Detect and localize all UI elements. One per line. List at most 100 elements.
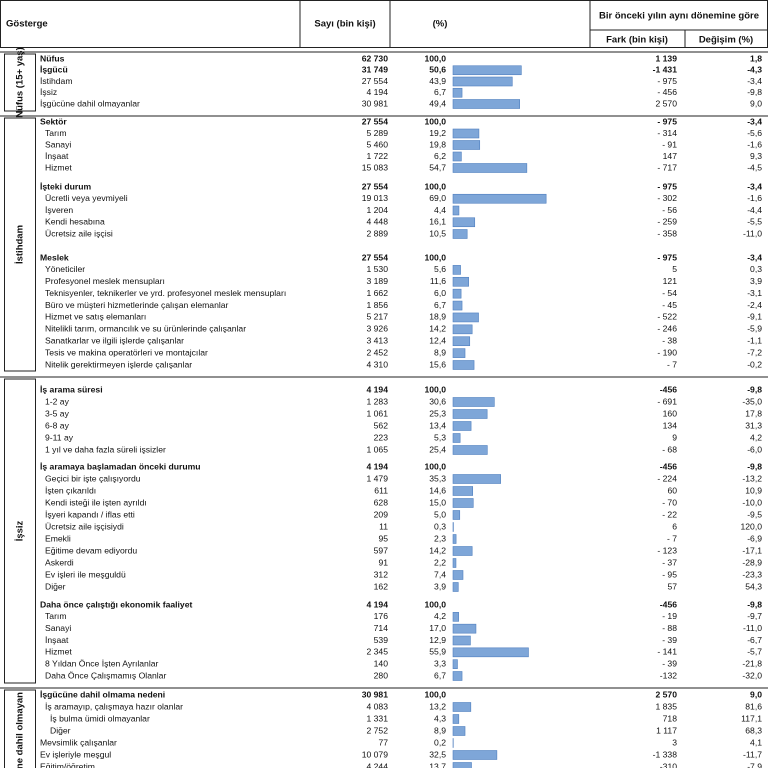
row-label: Ev işleri ile meşguldü xyxy=(45,569,126,579)
row-change: -17,1 xyxy=(742,545,762,555)
row-count: 1 479 xyxy=(366,473,388,483)
percent-bar xyxy=(452,570,464,580)
row-diff: 1 835 xyxy=(655,701,677,711)
row-count: 2 452 xyxy=(366,347,388,357)
row-diff: - 141 xyxy=(657,647,677,657)
row-label: İş aramaya başlamadan önceki durumu xyxy=(40,461,200,471)
row-label: Eğitime devam ediyordu xyxy=(45,545,137,555)
percent-bar xyxy=(452,205,460,216)
row-percent: 100,0 xyxy=(424,53,446,63)
row-diff: - 123 xyxy=(657,545,677,555)
row-percent: 15,6 xyxy=(429,359,446,369)
row-diff: - 56 xyxy=(662,205,677,215)
row-percent: 6,7 xyxy=(434,670,446,680)
row-count: 628 xyxy=(374,497,389,507)
percent-bar xyxy=(452,397,495,407)
row-change: -6,0 xyxy=(747,444,762,454)
row-count: 611 xyxy=(374,485,388,495)
row-label: Profesyonel meslek mensupları xyxy=(45,276,165,286)
row-change: 117,1 xyxy=(741,713,762,723)
row-label: İşyeri kapandı / iflas etti xyxy=(45,509,135,519)
row-change: -3,4 xyxy=(747,116,762,126)
row-percent: 10,5 xyxy=(429,228,446,238)
row-change: -6,7 xyxy=(747,635,762,645)
percent-bar xyxy=(452,750,498,760)
row-label: Sektör xyxy=(40,116,67,126)
row-diff: 160 xyxy=(663,408,678,418)
row-count: 19 013 xyxy=(362,193,389,203)
row-diff: - 39 xyxy=(662,658,677,668)
row-count: 5 217 xyxy=(366,312,388,322)
row-diff: - 68 xyxy=(662,444,677,454)
row-label: Tesis ve makina operatörleri ve montajcı… xyxy=(45,347,208,357)
row-change: -9,1 xyxy=(747,312,762,322)
percent-bar xyxy=(452,288,462,299)
row-percent: 100,0 xyxy=(424,384,446,394)
row-change: -9,5 xyxy=(747,509,762,519)
row-diff: - 358 xyxy=(657,228,677,238)
row-percent: 5,6 xyxy=(434,264,446,274)
row-diff: 6 xyxy=(672,521,677,531)
row-label: 1 yıl ve daha fazla süreli işsizler xyxy=(45,444,166,454)
row-count: 2 345 xyxy=(366,647,388,657)
row-percent: 13,7 xyxy=(429,761,446,768)
row-label: Meslek xyxy=(40,252,69,262)
row-percent: 11,6 xyxy=(430,276,446,286)
row-change: -10,0 xyxy=(742,497,762,507)
percent-bar xyxy=(452,762,472,768)
row-count: 95 xyxy=(378,533,388,543)
row-label: İşgücü xyxy=(40,65,68,75)
row-count: 5 289 xyxy=(366,128,388,138)
section-label: Nüfus (15+ yaş) xyxy=(15,47,26,118)
row-change: -35,0 xyxy=(742,396,762,406)
row-count: 140 xyxy=(374,658,389,668)
row-percent: 6,7 xyxy=(434,87,446,97)
row-count: 1 662 xyxy=(366,288,388,298)
percent-bar xyxy=(452,421,472,431)
row-percent: 30,6 xyxy=(429,396,446,406)
section-label-box xyxy=(4,117,36,372)
row-diff: 3 xyxy=(672,737,677,747)
percent-bar xyxy=(452,659,458,669)
row-percent: 100,0 xyxy=(424,689,446,699)
row-percent: 17,0 xyxy=(429,623,446,633)
percent-bar xyxy=(452,163,528,173)
row-diff: -1 431 xyxy=(653,65,678,75)
row-label: Nitelik gerektirmeyen işlerde çalışanlar xyxy=(45,359,192,369)
row-diff: - 70 xyxy=(662,497,677,507)
row-count: 5 460 xyxy=(366,139,388,149)
row-change: 17,8 xyxy=(745,408,762,418)
row-label: İstihdam xyxy=(40,76,72,86)
row-label: İşsiz xyxy=(40,87,57,97)
row-label: İşgücüne dahil olmayanlar xyxy=(40,98,140,108)
row-change: -1,6 xyxy=(747,193,762,203)
row-diff: -456 xyxy=(660,384,677,394)
row-change: -2,4 xyxy=(747,300,762,310)
row-change: 4,2 xyxy=(750,432,762,442)
row-label: Tarım xyxy=(45,128,66,138)
row-count: 62 730 xyxy=(362,53,389,63)
row-change: -11,7 xyxy=(743,749,762,759)
row-count: 209 xyxy=(374,509,389,519)
row-label: Hizmet ve satış elemanları xyxy=(45,312,146,322)
row-label: Hizmet xyxy=(45,647,72,657)
row-diff: 60 xyxy=(667,485,677,495)
section-label: İşsiz xyxy=(15,520,26,541)
row-diff: 2 570 xyxy=(655,98,677,108)
row-percent: 5,0 xyxy=(434,509,446,519)
row-diff: - 456 xyxy=(657,87,677,97)
percent-bar xyxy=(452,151,462,162)
row-change: -4,4 xyxy=(747,205,762,215)
row-change: 3,9 xyxy=(750,276,762,286)
row-diff: - 95 xyxy=(662,569,677,579)
row-label: Hizmet xyxy=(45,162,72,172)
row-change: -32,0 xyxy=(742,670,762,680)
row-label: 8 Yıldan Önce İşten Ayrılanlar xyxy=(45,658,159,668)
section-label: İşgücüne dahil olmayan xyxy=(15,692,26,768)
row-label: Ücretli veya yevmiyeli xyxy=(45,193,128,203)
row-label: Ücretsiz aile işçisi xyxy=(45,228,113,238)
row-label: Geçici bir işte çalışıyordu xyxy=(45,473,141,483)
row-diff: -456 xyxy=(660,461,677,471)
row-diff: - 19 xyxy=(662,611,677,621)
